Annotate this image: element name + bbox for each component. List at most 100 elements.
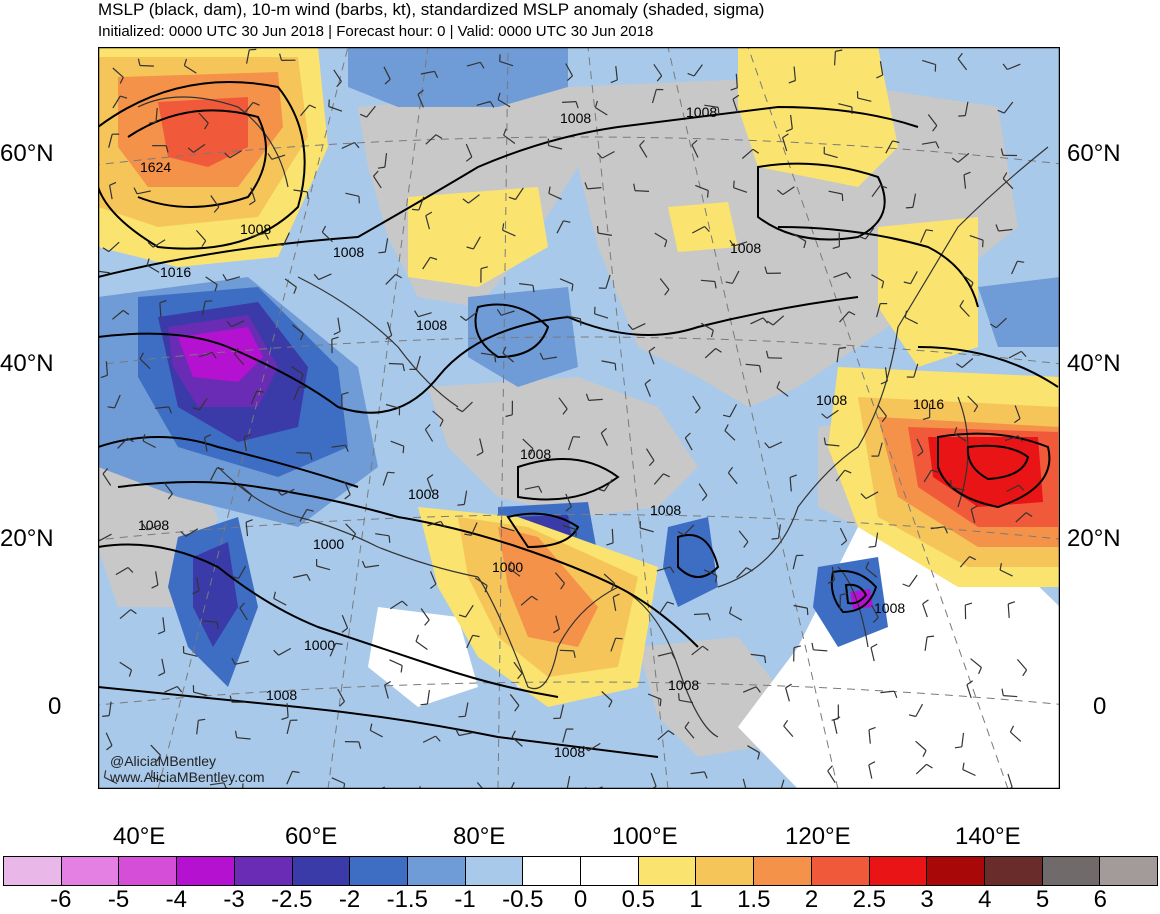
wind-barb-flag	[495, 355, 496, 362]
colorbar-swatch	[62, 857, 120, 885]
colorbar-label: -2	[339, 886, 360, 914]
wind-barb-flag	[378, 252, 385, 253]
credit-handle: @AliciaMBentley	[110, 753, 216, 769]
colorbar-swatch	[177, 857, 235, 885]
wind-barb-flag	[389, 536, 390, 543]
contour-label: 1016	[160, 264, 191, 280]
wind-barb-flag	[869, 546, 876, 547]
colorbar-swatch	[466, 857, 524, 885]
colorbar-swatch	[235, 857, 293, 885]
colorbar-swatch	[1100, 857, 1157, 885]
contour-label: 1008	[333, 244, 364, 260]
map-subtitle: Initialized: 0000 UTC 30 Jun 2018 | Fore…	[98, 23, 653, 40]
lat-label-right: 20°N	[1067, 525, 1121, 553]
lat-label-left: 20°N	[0, 525, 54, 553]
colorbar-label: 0	[574, 886, 587, 914]
lon-label: 60°E	[285, 823, 337, 851]
colorbar-swatch	[754, 857, 812, 885]
lat-label-right: 60°N	[1067, 140, 1121, 168]
colorbar-swatch	[985, 857, 1043, 885]
colorbar-label: 6	[1094, 886, 1107, 914]
lat-label-right: 0	[1093, 693, 1106, 721]
colorbar-swatch	[581, 857, 639, 885]
colorbar-label: 2	[805, 886, 818, 914]
colorbar-swatch	[523, 857, 581, 885]
wind-barb-flag	[772, 538, 779, 539]
wind-barb-flag	[329, 100, 330, 107]
contour-label: 1008	[650, 502, 681, 518]
contour-label: 1008	[816, 392, 847, 408]
wind-barb-flag	[458, 716, 465, 717]
contour-label: 1000	[313, 536, 344, 552]
colorbar-label: -2.5	[271, 886, 312, 914]
wind-barb-flag	[421, 704, 428, 705]
wind-barb-flag	[388, 472, 395, 473]
contour-label: 1000	[492, 559, 523, 575]
colorbar-swatch	[119, 857, 177, 885]
lat-label-left: 0	[48, 693, 61, 721]
wind-barb-flag	[807, 608, 808, 615]
lon-label: 140°E	[955, 823, 1021, 851]
map-panel: 1008 1008 1624 1008 1016 1008 1008 1008 …	[98, 47, 1060, 789]
colorbar-swatch	[927, 857, 985, 885]
colorbar-swatch	[408, 857, 466, 885]
wind-barb-flag	[983, 240, 984, 247]
contour-label: 1624	[140, 159, 171, 175]
wind-barb-flag	[412, 209, 419, 210]
lon-label: 40°E	[113, 823, 165, 851]
wind-barb-flag	[403, 446, 404, 453]
colorbar-label: 2.5	[853, 886, 886, 914]
wind-barb	[562, 102, 576, 103]
wind-barb-flag	[906, 207, 913, 208]
contour-label: 1008	[266, 687, 297, 703]
wind-barb	[635, 191, 649, 192]
colorbar-swatch	[350, 857, 408, 885]
contour-label: 1016	[913, 396, 944, 412]
wind-barb-flag	[102, 716, 109, 717]
map-title: MSLP (black, dam), 10-m wind (barbs, kt)…	[98, 0, 764, 20]
colorbar-swatch	[639, 857, 697, 885]
contour-label: 1000	[304, 637, 335, 653]
wind-barb	[694, 614, 708, 615]
wind-barb-flag	[299, 387, 306, 388]
colorbar-label: 3	[920, 886, 933, 914]
colorbar-label: 5	[1036, 886, 1049, 914]
contour-label: 1008	[560, 110, 591, 126]
colorbar-label: -4	[166, 886, 187, 914]
wind-barb-flag	[718, 107, 719, 114]
wind-barb-flag	[580, 319, 581, 326]
contour-label: 1008	[240, 221, 271, 237]
credit-website: www.AliciaMBentley.com	[110, 769, 265, 785]
colorbar-label: -0.5	[502, 886, 543, 914]
wind-barb-flag	[457, 505, 464, 506]
colorbar-label: -3	[223, 886, 244, 914]
colorbar-label: 4	[978, 886, 991, 914]
colorbar-label: 1.5	[737, 886, 770, 914]
colorbar-swatch	[812, 857, 870, 885]
colorbar-swatch	[4, 857, 62, 885]
wind-barb	[612, 529, 613, 543]
lat-label-left: 60°N	[0, 140, 54, 168]
wind-barb-flag	[958, 116, 965, 117]
colorbar-label: -6	[50, 886, 71, 914]
contour-label: 1008	[874, 600, 905, 616]
colorbar-label: -1	[454, 886, 475, 914]
lat-label-right: 40°N	[1067, 350, 1121, 378]
wind-barb-flag	[708, 191, 709, 198]
wind-barb-flag	[598, 226, 599, 233]
contour-label: 1008	[520, 446, 551, 462]
wind-barb-flag	[615, 364, 616, 371]
wind-barb-flag	[927, 636, 934, 637]
colorbar-label: 0.5	[622, 886, 655, 914]
wind-barb	[560, 650, 574, 651]
contour-label: 1008	[554, 744, 585, 760]
wind-barb-flag	[616, 638, 623, 639]
colorbar-label: -5	[108, 886, 129, 914]
colorbar	[3, 856, 1158, 886]
colorbar-swatch	[293, 857, 351, 885]
colorbar-label: 1	[689, 886, 702, 914]
wind-barb-flag	[734, 181, 735, 188]
lon-label: 120°E	[785, 823, 851, 851]
contour-label: 1008	[408, 486, 439, 502]
